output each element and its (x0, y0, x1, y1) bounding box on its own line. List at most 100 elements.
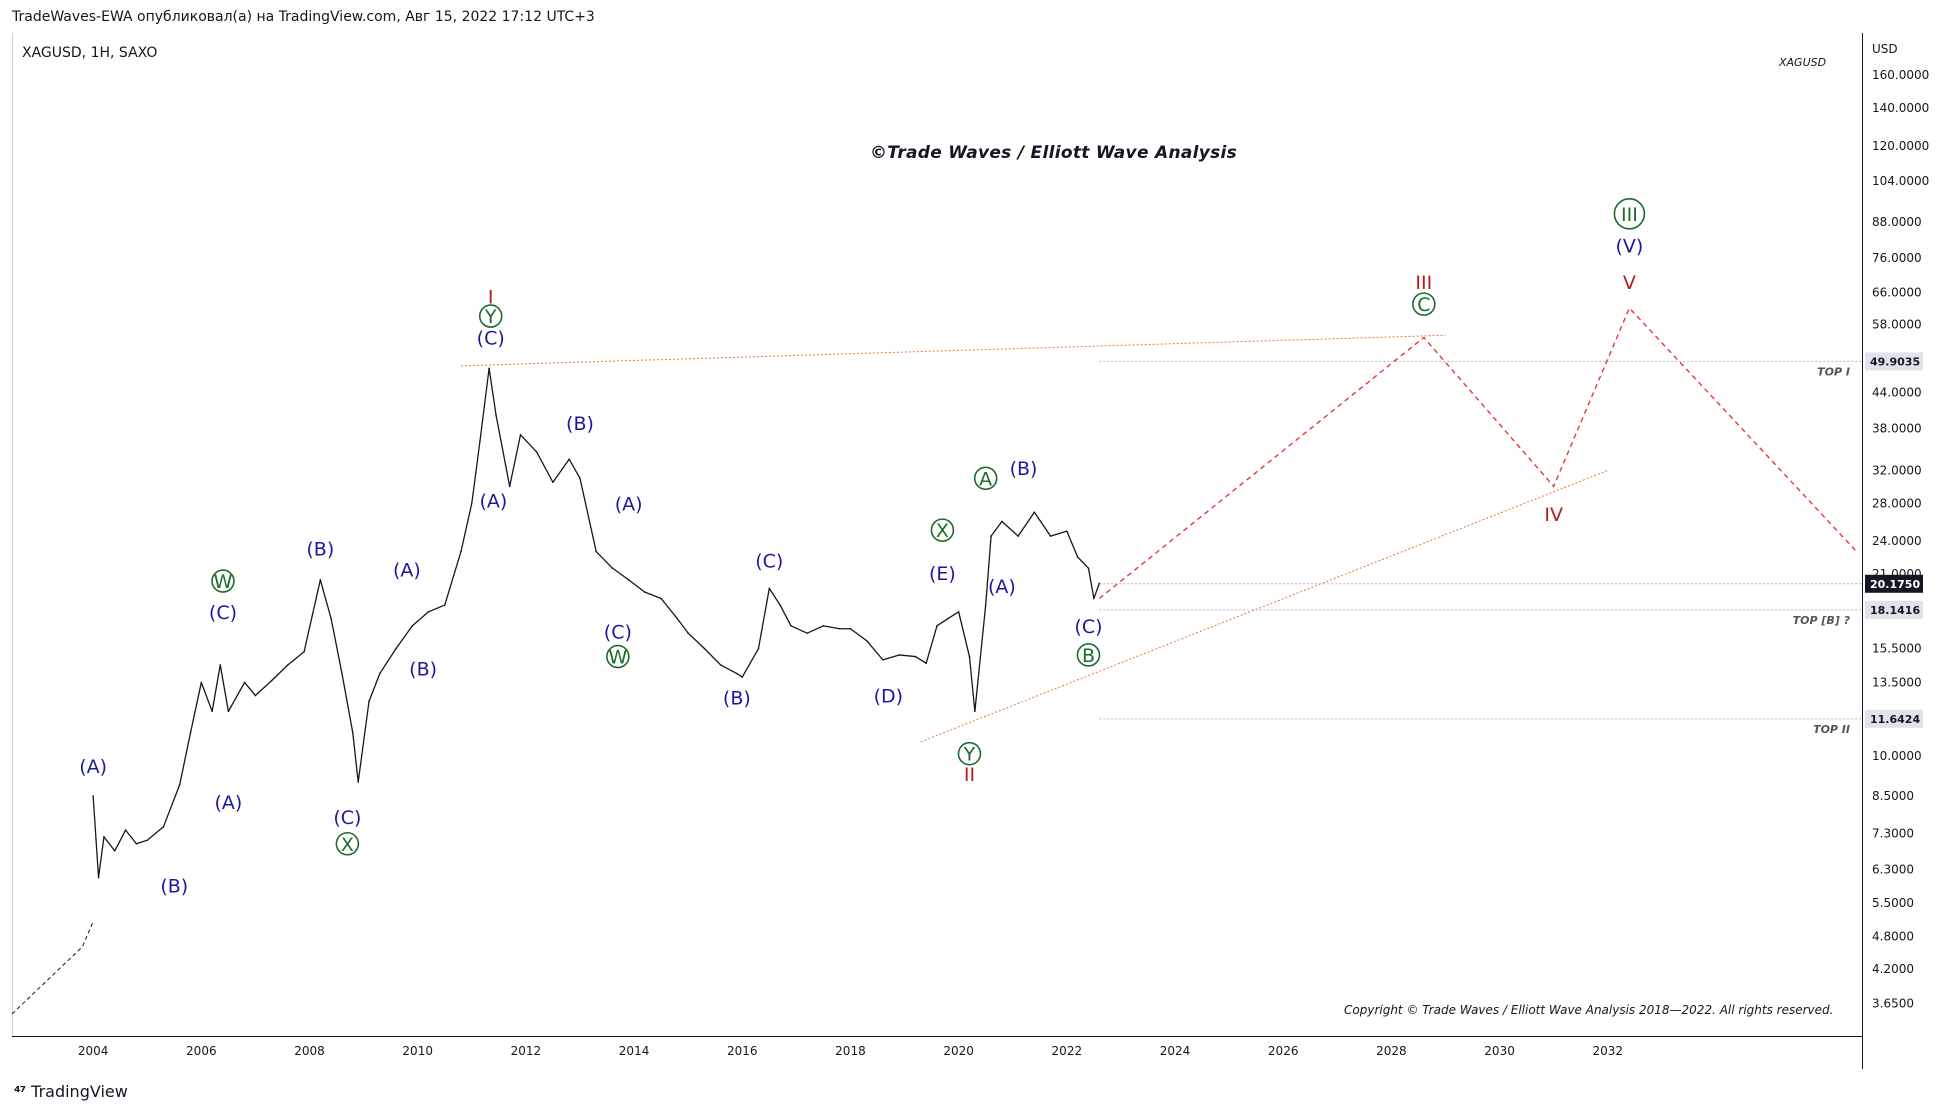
time-tick-label: 2030 (1484, 1044, 1515, 1058)
price-level-label: TOP II (1813, 723, 1850, 736)
price-point (443, 604, 446, 606)
wave-label: I (488, 286, 494, 308)
wave-label: (A) (615, 493, 643, 515)
price-point (357, 781, 359, 783)
price-point (1076, 556, 1079, 558)
wave-label: W (214, 571, 233, 593)
price-point (660, 597, 662, 600)
time-tick-label: 2010 (402, 1044, 433, 1058)
time-tick-label: 2020 (943, 1044, 974, 1058)
price-point (124, 829, 127, 831)
time-tick-label: 2006 (186, 1044, 217, 1058)
price-point (822, 625, 825, 627)
wave-label: (C) (477, 327, 505, 349)
price-level-badge (1865, 574, 1923, 593)
price-point (703, 647, 706, 650)
wave-label: X (936, 520, 949, 542)
price-point (189, 731, 192, 734)
price-point (395, 647, 397, 650)
wave-label-circle (957, 741, 982, 766)
price-point (411, 625, 414, 627)
price-tick-label: 140.0000 (1872, 101, 1929, 115)
price-point (990, 535, 992, 537)
wave-label: (B) (409, 658, 437, 680)
price-tick-label: 44.0000 (1872, 385, 1922, 399)
price-point (849, 627, 852, 630)
footer-brand-label: TradingView (31, 1082, 128, 1101)
wave-label: (C) (333, 807, 361, 829)
price-point (495, 414, 497, 417)
price-level-badge (1865, 600, 1923, 619)
time-tick-label: 2026 (1268, 1044, 1299, 1058)
price-point (579, 477, 581, 480)
wave-label: (B) (566, 413, 594, 435)
wave-label: III (1621, 204, 1638, 226)
wave-label: (E) (929, 563, 956, 585)
price-level-value: 20.1750 (1870, 578, 1920, 591)
time-tick-label: 2022 (1052, 1044, 1083, 1058)
price-point (838, 627, 841, 630)
price-point (330, 617, 332, 620)
price-point (1087, 567, 1090, 569)
price-tick-label: 38.0000 (1872, 421, 1922, 435)
analysis-title: ©Trade Waves / Elliott Wave Analysis (870, 143, 1238, 163)
price-point (227, 710, 230, 713)
symbol-title[interactable]: XAGUSD, 1H, SAXO (22, 45, 158, 61)
time-tick-label: 2008 (294, 1044, 325, 1058)
price-tick-label: 58.0000 (1872, 317, 1922, 331)
wave-label: Y (963, 744, 976, 766)
time-tick-label: 2004 (78, 1044, 109, 1058)
price-point (676, 617, 679, 620)
price-tick-label: 104.0000 (1872, 174, 1929, 188)
wave-label: C (1417, 294, 1430, 316)
wave-label-circle (1076, 643, 1101, 667)
time-tick-label: 2016 (727, 1044, 758, 1058)
publisher-header: TradeWaves-EWA опубликовал(а) на Trading… (12, 9, 595, 25)
price-point (984, 604, 987, 606)
wave-label: III (1415, 272, 1432, 294)
footer-brand[interactable]: ⁴⁷ TradingView (14, 1082, 128, 1101)
price-tick-label: 7.3000 (1872, 826, 1914, 840)
wave-label: X (341, 834, 354, 856)
wave-label: (A) (79, 756, 107, 778)
price-point (146, 839, 149, 842)
wave-label: (V) (1615, 235, 1643, 257)
price-point (595, 550, 598, 553)
price-point (957, 610, 960, 613)
price-point (611, 567, 614, 569)
trend-line-top-line (460, 334, 1446, 367)
price-point (287, 664, 289, 666)
wave-label: (B) (160, 876, 188, 898)
price-point (644, 591, 646, 593)
price-point (113, 850, 116, 852)
price-tick-label: 13.5000 (1872, 675, 1922, 689)
price-tick-label: 88.0000 (1872, 215, 1922, 229)
price-point (741, 676, 744, 678)
price-tick-label: 32.0000 (1872, 463, 1922, 477)
price-point (914, 655, 917, 658)
price-point (898, 654, 900, 656)
wave-label: (C) (604, 622, 632, 644)
wave-label: W (608, 647, 627, 669)
price-point (790, 625, 792, 627)
price-point (200, 681, 203, 684)
price-level-label: TOP I (1817, 365, 1850, 378)
price-tick-label: 3.6500 (1872, 997, 1914, 1011)
copyright-notice: Copyright © Trade Waves / Elliott Wave A… (1344, 1003, 1834, 1017)
wave-label: (B) (723, 687, 751, 709)
price-point (757, 647, 760, 650)
wave-label-circle (211, 569, 235, 593)
price-point (508, 485, 511, 488)
price-point (1098, 582, 1101, 585)
price-point (519, 434, 522, 436)
wave-label-circle (335, 831, 360, 856)
wave-label: V (1623, 272, 1636, 294)
price-tick-label: 4.8000 (1872, 929, 1914, 943)
price-point (103, 836, 105, 838)
wave-label-circle (973, 466, 998, 491)
wave-label-circle (1412, 292, 1436, 316)
wave-label: (A) (393, 559, 421, 581)
price-point (379, 672, 381, 675)
price-tick-label: 160.0000 (1872, 68, 1929, 82)
